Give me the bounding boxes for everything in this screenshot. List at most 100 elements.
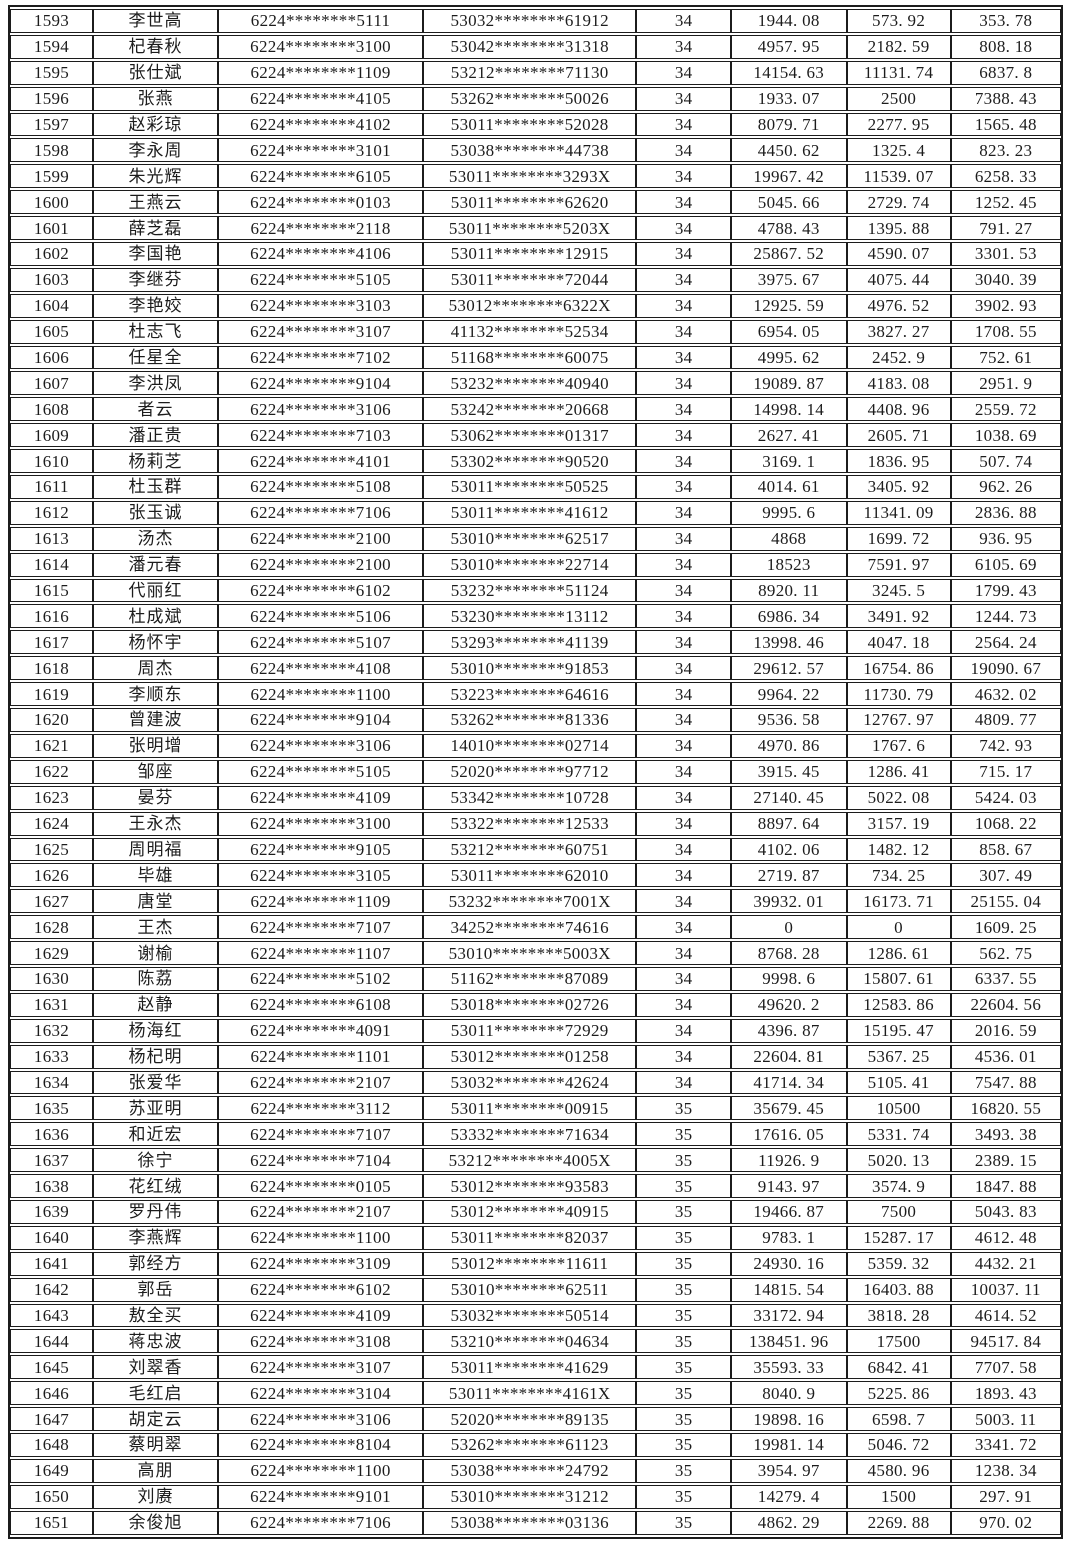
cell-amount-1: 4957. 95 — [730, 34, 847, 59]
cell-name: 王永杰 — [93, 811, 219, 836]
cell-bank-card-number: 6224********9105 — [218, 837, 424, 862]
cell-amount-1: 13998. 46 — [730, 630, 847, 655]
cell-amount-2: 12583. 86 — [846, 992, 951, 1017]
cell-bank-card-number: 6224********4109 — [218, 785, 424, 810]
cell-group-code: 34 — [636, 1070, 731, 1095]
table-row: 1612 张玉诚 6224********7106 53011********4161… — [10, 500, 1061, 525]
cell-id-number: 53011********52028 — [423, 112, 637, 137]
table-row: 1614 潘元春 6224********2100 53010********2271… — [10, 552, 1061, 577]
cell-id-number: 53011********72929 — [423, 1018, 637, 1043]
table-row: 1646 毛红启 6224********3104 53011********4161… — [10, 1381, 1061, 1406]
cell-amount-3: 1893. 43 — [950, 1381, 1061, 1406]
payment-records-table: 1593 李世高 6224********5111 53032********6191… — [10, 7, 1061, 1537]
cell-name: 张玉诚 — [93, 500, 219, 525]
cell-bank-card-number: 6224********6102 — [218, 1277, 424, 1302]
cell-row-number: 1629 — [10, 941, 94, 965]
cell-id-number: 53038********44738 — [423, 138, 637, 163]
cell-bank-card-number: 6224********2107 — [218, 1070, 424, 1095]
cell-id-number: 53011********4161X — [423, 1381, 637, 1406]
cell-amount-1: 19898. 16 — [730, 1407, 847, 1431]
cell-amount-2: 11730. 79 — [846, 682, 951, 707]
cell-amount-1: 6986. 34 — [730, 604, 847, 629]
cell-bank-card-number: 6224********7104 — [218, 1148, 424, 1173]
cell-bank-card-number: 6224********6102 — [218, 578, 424, 603]
cell-group-code: 34 — [636, 552, 731, 577]
cell-row-number: 1642 — [10, 1277, 94, 1302]
cell-amount-2: 17500 — [846, 1329, 951, 1354]
cell-amount-1: 4995. 62 — [730, 345, 847, 370]
cell-bank-card-number: 6224********1109 — [218, 889, 424, 914]
cell-bank-card-number: 6224********1101 — [218, 1044, 424, 1069]
cell-amount-2: 2182. 59 — [846, 34, 951, 59]
cell-amount-1: 14815. 54 — [730, 1277, 847, 1302]
cell-amount-2: 4408. 96 — [846, 397, 951, 422]
cell-amount-2: 16754. 86 — [846, 656, 951, 681]
table-row: 1625 周明福 6224********9105 53212********6075… — [10, 837, 1061, 862]
cell-amount-3: 5043. 83 — [950, 1199, 1061, 1224]
cell-amount-2: 6842. 41 — [846, 1355, 951, 1380]
cell-amount-3: 4432. 21 — [950, 1251, 1061, 1276]
cell-bank-card-number: 6224********9101 — [218, 1484, 424, 1509]
cell-amount-1: 39932. 01 — [730, 889, 847, 914]
table-row: 1607 李洪凤 6224********9104 53232********4094… — [10, 371, 1061, 396]
cell-amount-3: 936. 95 — [950, 526, 1061, 551]
cell-amount-1: 4788. 43 — [730, 216, 847, 241]
cell-name: 李永周 — [93, 138, 219, 163]
cell-name: 潘正贵 — [93, 423, 219, 448]
table-row: 1605 杜志飞 6224********3107 41132********5253… — [10, 319, 1061, 344]
cell-name: 赵彩琼 — [93, 112, 219, 137]
cell-amount-3: 1847. 88 — [950, 1174, 1061, 1198]
cell-id-number: 14010********02714 — [423, 733, 637, 758]
cell-bank-card-number: 6224********3100 — [218, 811, 424, 836]
cell-amount-1: 9998. 6 — [730, 966, 847, 991]
cell-name: 敖全买 — [93, 1303, 219, 1328]
cell-bank-card-number: 6224********3103 — [218, 293, 424, 318]
cell-bank-card-number: 6224********5102 — [218, 966, 424, 991]
table-row: 1620 曾建波 6224********9104 53262********8133… — [10, 708, 1061, 732]
cell-id-number: 53011********41629 — [423, 1355, 637, 1380]
cell-name: 蔡明翠 — [93, 1432, 219, 1457]
cell-row-number: 1604 — [10, 293, 94, 318]
cell-group-code: 34 — [636, 889, 731, 914]
cell-id-number: 53302********90520 — [423, 449, 637, 474]
cell-row-number: 1617 — [10, 630, 94, 655]
cell-amount-3: 5424. 03 — [950, 785, 1061, 810]
cell-id-number: 53012********6322X — [423, 293, 637, 318]
table-row: 1648 蔡明翠 6224********8104 53262********6112… — [10, 1432, 1061, 1457]
cell-row-number: 1619 — [10, 682, 94, 707]
cell-amount-1: 41714. 34 — [730, 1070, 847, 1095]
cell-name: 者云 — [93, 397, 219, 422]
cell-bank-card-number: 6224********9104 — [218, 708, 424, 732]
cell-row-number: 1611 — [10, 475, 94, 499]
cell-amount-1: 19466. 87 — [730, 1199, 847, 1224]
cell-row-number: 1623 — [10, 785, 94, 810]
cell-name: 张爱华 — [93, 1070, 219, 1095]
cell-amount-3: 1238. 34 — [950, 1458, 1061, 1483]
cell-id-number: 53010********91853 — [423, 656, 637, 681]
cell-group-code: 34 — [636, 9, 731, 33]
cell-amount-3: 3493. 38 — [950, 1122, 1061, 1147]
cell-name: 郭经方 — [93, 1251, 219, 1276]
cell-name: 曾建波 — [93, 708, 219, 732]
cell-amount-1: 138451. 96 — [730, 1329, 847, 1354]
table-row: 1644 蒋忠波 6224********3108 53210********0463… — [10, 1329, 1061, 1354]
table-row: 1645 刘翠香 6224********3107 53011********4162… — [10, 1355, 1061, 1380]
cell-row-number: 1646 — [10, 1381, 94, 1406]
cell-amount-2: 573. 92 — [846, 9, 951, 33]
cell-amount-3: 962. 26 — [950, 475, 1061, 499]
cell-row-number: 1622 — [10, 759, 94, 784]
cell-amount-3: 22604. 56 — [950, 992, 1061, 1017]
cell-group-code: 34 — [636, 242, 731, 266]
cell-row-number: 1631 — [10, 992, 94, 1017]
cell-name: 谢榆 — [93, 941, 219, 965]
cell-amount-1: 9143. 97 — [730, 1174, 847, 1198]
cell-amount-1: 19967. 42 — [730, 164, 847, 189]
table-row: 1629 谢榆 6224********1107 53010********5003X… — [10, 941, 1061, 965]
cell-bank-card-number: 6224********3106 — [218, 397, 424, 422]
cell-name: 杜玉群 — [93, 475, 219, 499]
cell-row-number: 1641 — [10, 1251, 94, 1276]
cell-amount-3: 6837. 8 — [950, 60, 1061, 85]
cell-name: 任星全 — [93, 345, 219, 370]
cell-group-code: 34 — [636, 267, 731, 292]
